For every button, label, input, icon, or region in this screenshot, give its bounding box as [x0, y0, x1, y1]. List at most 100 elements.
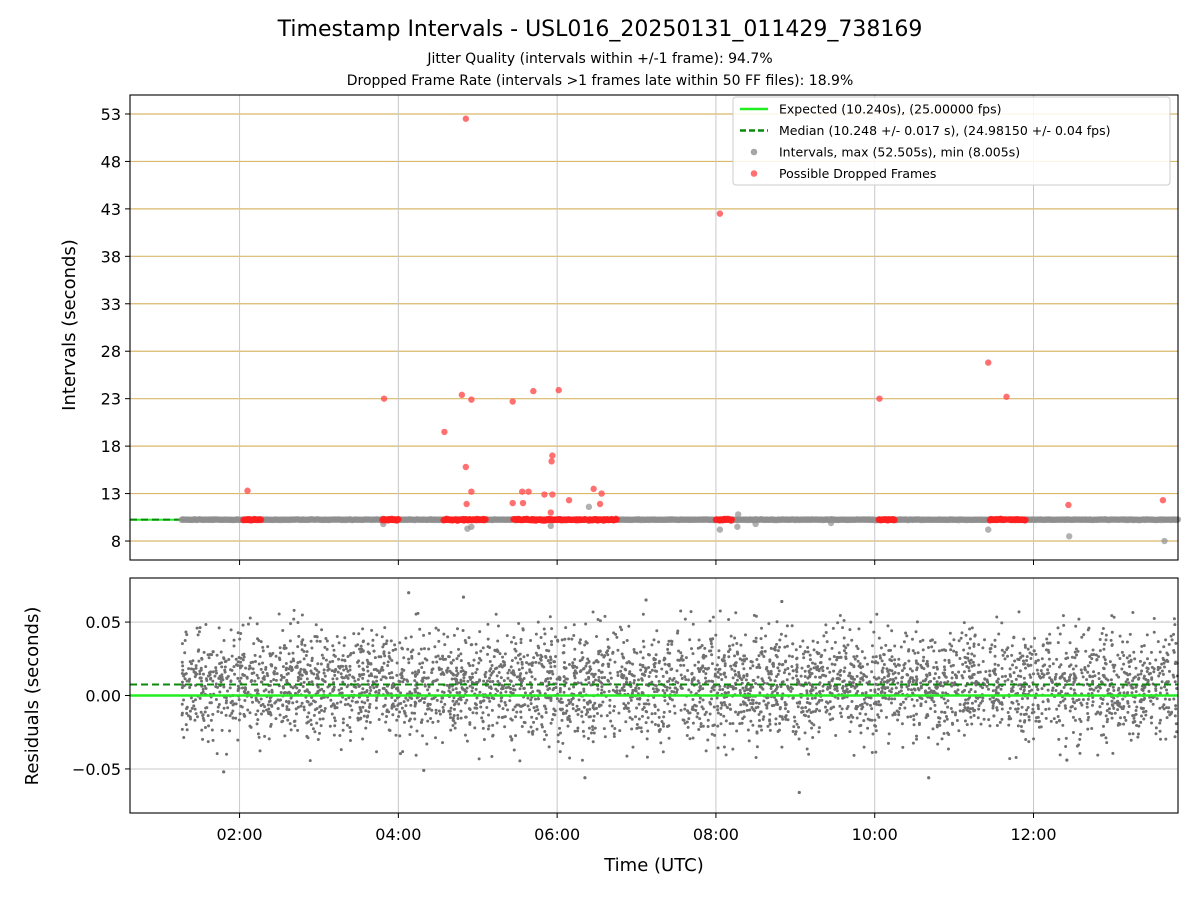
dropped-frame-point	[590, 486, 596, 492]
residual-point	[1153, 631, 1156, 634]
residual-point	[639, 663, 642, 666]
residual-point	[1088, 674, 1091, 677]
interval-point	[586, 504, 592, 510]
residual-point	[230, 628, 233, 631]
residual-point	[797, 705, 800, 708]
residual-point	[381, 666, 384, 669]
residual-point	[963, 706, 966, 709]
residual-point	[1101, 702, 1104, 705]
residual-point	[756, 732, 759, 735]
residual-point	[1077, 618, 1080, 621]
residual-point	[423, 701, 426, 704]
residual-point	[270, 705, 273, 708]
residual-point	[905, 673, 908, 676]
residual-point	[326, 685, 329, 688]
residual-point	[1059, 663, 1062, 666]
residual-point	[578, 698, 581, 701]
residual-point	[1034, 720, 1037, 723]
residual-point	[491, 680, 494, 683]
residual-point	[440, 700, 443, 703]
residual-point	[415, 613, 418, 616]
residual-point	[756, 745, 759, 748]
residual-point	[692, 623, 695, 626]
residual-point	[1106, 702, 1109, 705]
residual-point	[515, 711, 518, 714]
residual-point	[576, 727, 579, 730]
residual-point	[670, 690, 673, 693]
residual-point	[475, 643, 478, 646]
residual-point	[232, 703, 235, 706]
residual-point	[509, 679, 512, 682]
residual-point	[232, 717, 235, 720]
interval-point	[985, 526, 991, 532]
dropped-frame-point	[468, 396, 474, 402]
residual-point	[1144, 714, 1147, 717]
residual-point	[479, 701, 482, 704]
residual-point	[1050, 720, 1053, 723]
residual-point	[568, 687, 571, 690]
residual-point	[502, 707, 505, 710]
residual-point	[879, 654, 882, 657]
residual-point	[503, 701, 506, 704]
residual-point	[288, 652, 291, 655]
residual-point	[814, 697, 817, 700]
residual-point	[350, 709, 353, 712]
residual-point	[1040, 669, 1043, 672]
residual-point	[992, 702, 995, 705]
residual-point	[608, 711, 611, 714]
residual-point	[1054, 678, 1057, 681]
residual-point	[842, 690, 845, 693]
residual-point	[548, 687, 551, 690]
residual-point	[503, 725, 506, 728]
residual-point	[181, 661, 184, 664]
residual-point	[307, 711, 310, 714]
residual-point	[933, 704, 936, 707]
residual-point	[351, 700, 354, 703]
residual-point	[861, 665, 864, 668]
residual-point	[453, 708, 456, 711]
residual-point	[1028, 718, 1031, 721]
residual-point	[815, 703, 818, 706]
residual-point	[823, 649, 826, 652]
residual-point	[781, 663, 784, 666]
residual-point	[897, 713, 900, 716]
residual-point	[514, 734, 517, 737]
residual-point	[1045, 638, 1048, 641]
dropped-frame-point	[566, 497, 572, 503]
residual-point	[560, 697, 563, 700]
residual-point	[457, 648, 460, 651]
residual-point	[723, 746, 726, 749]
residual-point	[916, 699, 919, 702]
residual-point	[340, 748, 343, 751]
residual-point	[931, 697, 934, 700]
residual-point	[1000, 688, 1003, 691]
residual-point	[303, 644, 306, 647]
residual-point	[1102, 725, 1105, 728]
residual-point	[442, 706, 445, 709]
residual-point	[619, 626, 622, 629]
residual-point	[747, 728, 750, 731]
residual-point	[783, 671, 786, 674]
residual-point	[263, 690, 266, 693]
residual-point	[973, 654, 976, 657]
residual-point	[211, 680, 214, 683]
residual-point	[932, 700, 935, 703]
residual-point	[912, 718, 915, 721]
residual-point	[668, 687, 671, 690]
dropped-frame-point	[525, 488, 531, 494]
residual-point	[717, 711, 720, 714]
residual-point	[359, 650, 362, 653]
residual-point	[747, 698, 750, 701]
residual-point	[907, 682, 910, 685]
residual-point	[317, 671, 320, 674]
residual-point	[519, 658, 522, 661]
residual-point	[1086, 706, 1089, 709]
residual-point	[835, 658, 838, 661]
residual-point	[1126, 711, 1129, 714]
residual-point	[471, 686, 474, 689]
x-tick-label: 02:00	[217, 825, 263, 844]
residual-point	[337, 658, 340, 661]
residual-point	[1062, 614, 1065, 617]
residual-point	[1133, 720, 1136, 723]
residual-point	[797, 726, 800, 729]
